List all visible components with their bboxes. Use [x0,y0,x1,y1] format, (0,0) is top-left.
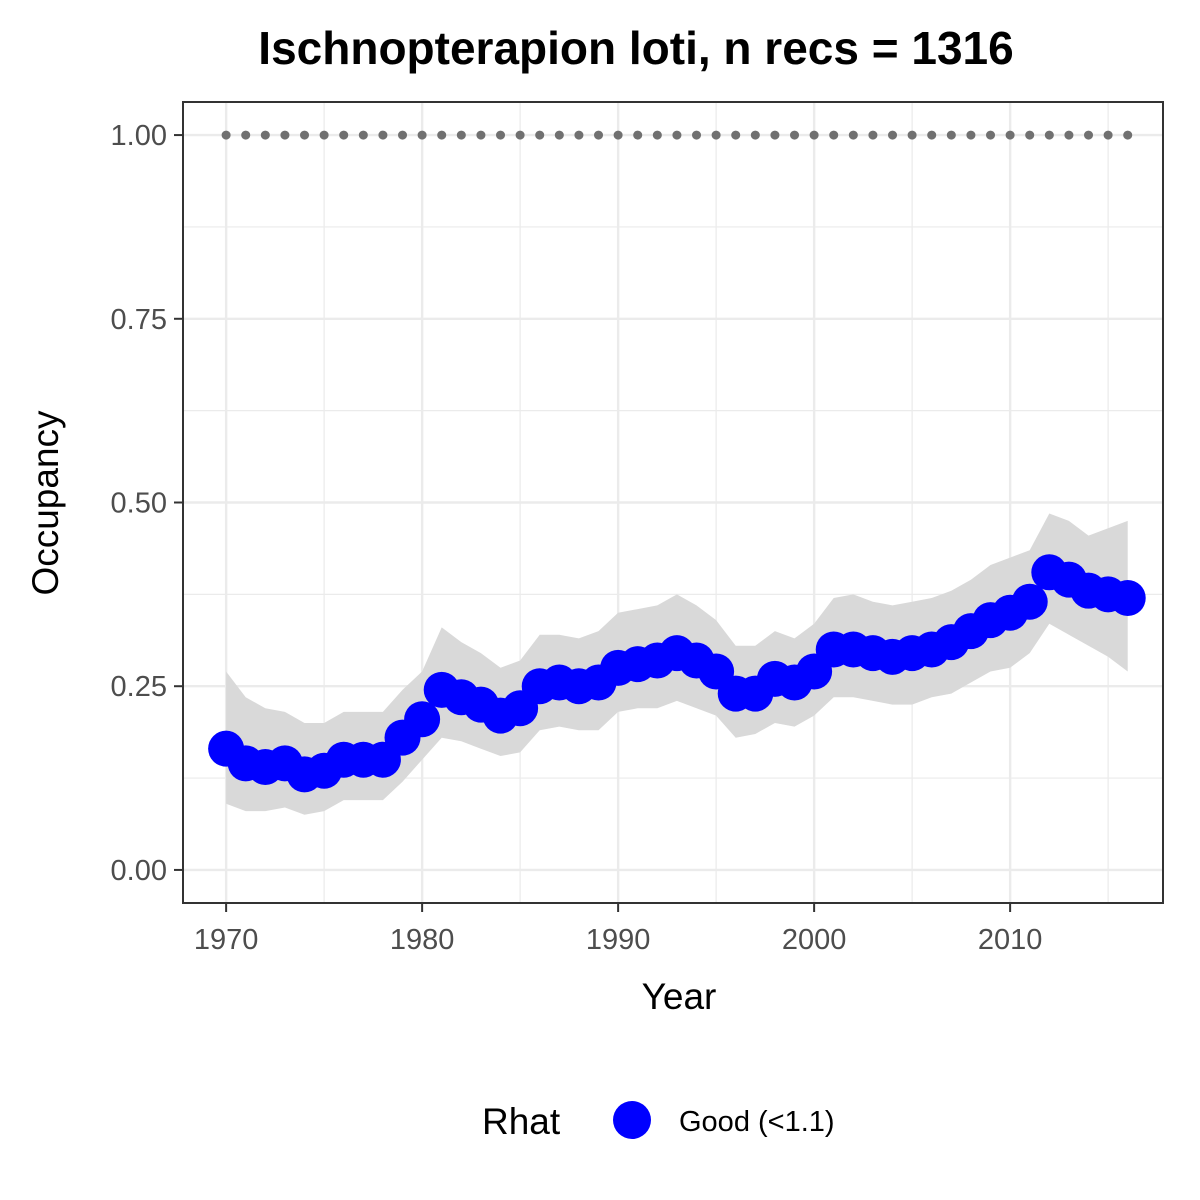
y-tick-label: 0.50 [111,488,167,520]
reference-point [1025,130,1035,140]
reference-point [339,130,349,140]
reference-point [319,130,329,140]
reference-point [652,130,662,140]
reference-point [868,130,878,140]
reference-point [1103,130,1113,140]
legend-title: Rhat [482,1101,561,1142]
reference-line-points [221,130,1133,140]
y-tick-label: 0.25 [111,671,167,703]
reference-point [966,130,976,140]
reference-point [417,130,427,140]
x-tick-label: 1970 [194,924,259,956]
reference-point [398,130,408,140]
reference-point [456,130,466,140]
reference-point [790,130,800,140]
reference-point [241,130,251,140]
reference-point [1005,130,1015,140]
reference-point [221,130,231,140]
reference-point [633,130,643,140]
reference-point [613,130,623,140]
legend-key-good [613,1101,651,1139]
reference-point [731,130,741,140]
reference-point [280,130,290,140]
data-point [1109,580,1146,617]
reference-point [809,130,819,140]
reference-point [594,130,604,140]
reference-point [1044,130,1054,140]
reference-point [829,130,839,140]
reference-point [946,130,956,140]
reference-point [692,130,702,140]
reference-point [888,130,898,140]
occupancy-points [208,554,1146,793]
x-tick-label: 1980 [390,924,455,956]
reference-point [750,130,760,140]
reference-point [1064,130,1074,140]
reference-point [1123,130,1133,140]
y-tick-label: 1.00 [111,120,167,152]
reference-point [927,130,937,140]
x-axis-title: Year [642,976,717,1017]
reference-point [554,130,564,140]
y-tick-label: 0.75 [111,304,167,336]
x-tick-label: 1990 [586,924,651,956]
reference-point [672,130,682,140]
reference-point [770,130,780,140]
reference-point [1084,130,1094,140]
y-axis-title: Occupancy [25,410,66,596]
legend: Rhat Good (<1.1) [482,1101,835,1142]
reference-point [515,130,525,140]
reference-point [711,130,721,140]
reference-point [907,130,917,140]
reference-point [260,130,270,140]
x-tick-label: 2010 [978,924,1043,956]
reference-point [300,130,310,140]
reference-point [358,130,368,140]
reference-point [476,130,486,140]
legend-label-good: Good (<1.1) [679,1106,835,1138]
reference-point [986,130,996,140]
data-point [404,701,441,738]
x-axis: 1970 1980 1990 2000 2010 [194,903,1043,956]
reference-point [574,130,584,140]
chart-title: Ischnopterapion loti, n recs = 1316 [258,22,1013,74]
reference-point [378,130,388,140]
data-point [1011,583,1048,620]
reference-point [496,130,506,140]
y-axis: 0.00 0.25 0.50 0.75 1.00 [111,120,183,887]
reference-point [848,130,858,140]
x-tick-label: 2000 [782,924,847,956]
y-tick-label: 0.00 [111,855,167,887]
reference-point [535,130,545,140]
reference-point [437,130,447,140]
